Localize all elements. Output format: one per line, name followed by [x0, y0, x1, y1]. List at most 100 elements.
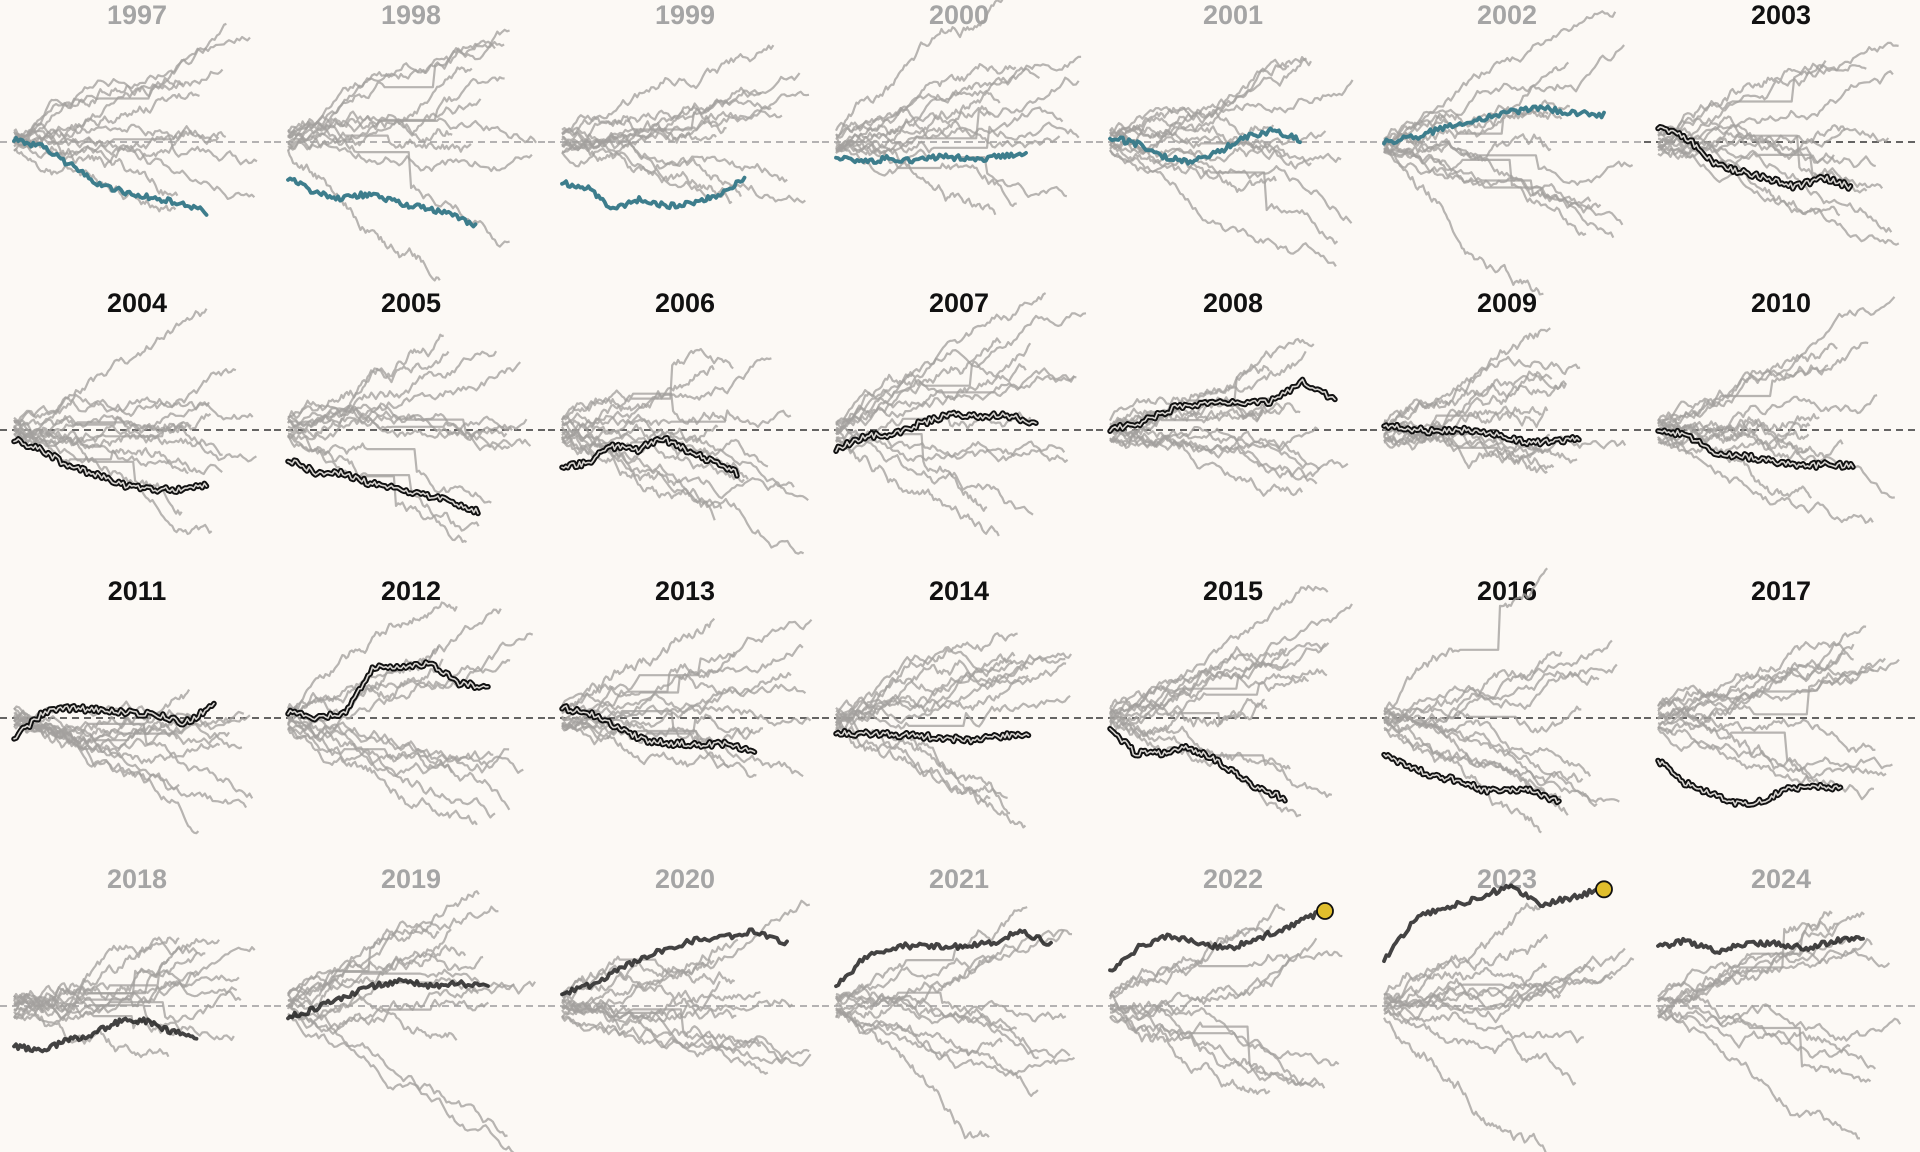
comparison-series-line	[1383, 671, 1600, 727]
comparison-series-line	[1109, 56, 1308, 150]
highlight-series-line	[287, 459, 479, 515]
comparison-series-line	[287, 430, 468, 544]
comparison-series-line	[561, 899, 811, 1019]
comparison-series-line	[835, 91, 1001, 152]
highlight-series-line	[12, 1016, 199, 1054]
comparison-series-line	[13, 91, 200, 148]
panel-plot	[1096, 902, 1370, 1095]
panel-title: 2017	[1750, 576, 1812, 606]
highlight-series-line	[1109, 727, 1286, 802]
comparison-series-line	[13, 420, 223, 476]
comparison-series-line	[1383, 962, 1548, 1003]
comparison-series-line	[13, 719, 254, 799]
panel-2000: 2000	[822, 0, 1096, 288]
panel-title: 2024	[1750, 864, 1812, 894]
highlight-series-line	[287, 661, 489, 721]
comparison-series-line	[287, 944, 467, 1008]
comparison-series-line	[561, 419, 749, 480]
highlight-series-line	[561, 437, 738, 477]
comparison-series-line	[835, 906, 1028, 1003]
comparison-series-line	[1383, 975, 1614, 1024]
comparison-series-line	[835, 1007, 990, 1140]
comparison-series-line	[1383, 327, 1551, 438]
comparison-series-line	[1109, 994, 1271, 1095]
panel-title: 1999	[654, 0, 716, 30]
comparison-series-line	[13, 429, 213, 536]
panel-title: 2005	[380, 288, 442, 318]
comparison-series-line	[1109, 670, 1310, 713]
panel-plot	[274, 333, 548, 544]
comparison-series-line	[1657, 715, 1887, 777]
comparison-series-line	[1657, 394, 1878, 433]
panel-title: 2003	[1750, 0, 1812, 30]
panel-1997: 1997	[0, 0, 274, 288]
comparison-series-line	[287, 39, 496, 152]
highlight-series-line	[835, 729, 1030, 744]
panel-2023: 2023	[1370, 864, 1644, 1152]
panel-title: 2002	[1476, 0, 1538, 30]
panel-plot	[274, 28, 548, 282]
comparison-series-line	[1383, 650, 1563, 723]
comparison-series-line	[561, 435, 723, 510]
comparison-series-line	[1110, 426, 1349, 471]
comparison-series-line	[1383, 143, 1544, 296]
highlight-series-line	[1657, 759, 1842, 806]
comparison-series-line	[13, 720, 230, 740]
panel-title: 2020	[654, 864, 716, 894]
highlight-series-line	[561, 705, 756, 753]
panel-2006: 2006	[548, 288, 822, 576]
comparison-series-line	[835, 140, 1017, 208]
comparison-series-line	[1383, 420, 1555, 474]
comparison-series-line	[13, 946, 256, 1025]
comparison-series-line	[1383, 371, 1567, 449]
comparison-series-line	[835, 105, 992, 136]
comparison-series-line	[561, 389, 727, 425]
comparison-series-line	[835, 929, 1065, 1019]
comparison-series-line	[1383, 355, 1581, 426]
comparison-series-line	[1383, 567, 1548, 713]
comparison-series-line	[1383, 10, 1617, 141]
comparison-series-line	[1657, 658, 1900, 719]
highlight-series-line	[286, 977, 490, 1021]
comparison-series-line	[1383, 963, 1596, 1021]
comparison-series-line	[287, 350, 498, 435]
comparison-series-line	[1109, 402, 1284, 433]
comparison-series-line	[287, 98, 482, 146]
panel-2020: 2020	[548, 864, 822, 1152]
panel-2024: 2024	[1644, 864, 1918, 1152]
panel-plot	[548, 347, 822, 555]
comparison-series-line	[561, 139, 733, 205]
comparison-series-line	[287, 601, 458, 712]
highlight-series-line	[1657, 429, 1854, 469]
comparison-series-line	[1109, 427, 1308, 465]
panel-plot	[548, 617, 822, 779]
comparison-series-line	[1109, 647, 1288, 720]
panel-plot	[274, 890, 548, 1152]
comparison-series-line	[1109, 958, 1291, 1016]
comparison-series-line	[1109, 149, 1337, 267]
panel-2021: 2021	[822, 864, 1096, 1152]
comparison-series-line	[835, 992, 1071, 1060]
comparison-series-line	[835, 292, 1047, 429]
comparison-series-line	[1383, 1006, 1577, 1086]
comparison-series-line	[287, 993, 508, 1138]
panel-2001: 2001	[1096, 0, 1370, 288]
comparison-series-line	[1657, 124, 1877, 169]
comparison-series-line	[1657, 1008, 1851, 1054]
comparison-series-line	[1109, 58, 1290, 137]
comparison-series-line	[1657, 341, 1869, 425]
comparison-series-line	[287, 1014, 515, 1152]
comparison-series-line	[287, 120, 510, 248]
panel-plot	[1644, 625, 1918, 808]
panel-2013: 2013	[548, 576, 822, 864]
comparison-series-line	[287, 433, 492, 504]
comparison-series-line	[561, 673, 724, 713]
panel-title: 2023	[1476, 864, 1538, 894]
panel-plot	[1096, 56, 1370, 267]
comparison-series-line	[13, 68, 224, 152]
comparison-series-line	[1109, 950, 1343, 1016]
comparison-series-line	[1383, 1017, 1547, 1152]
panel-plot	[274, 601, 548, 826]
comparison-series-line	[835, 674, 1029, 731]
comparison-series-line	[287, 724, 510, 774]
